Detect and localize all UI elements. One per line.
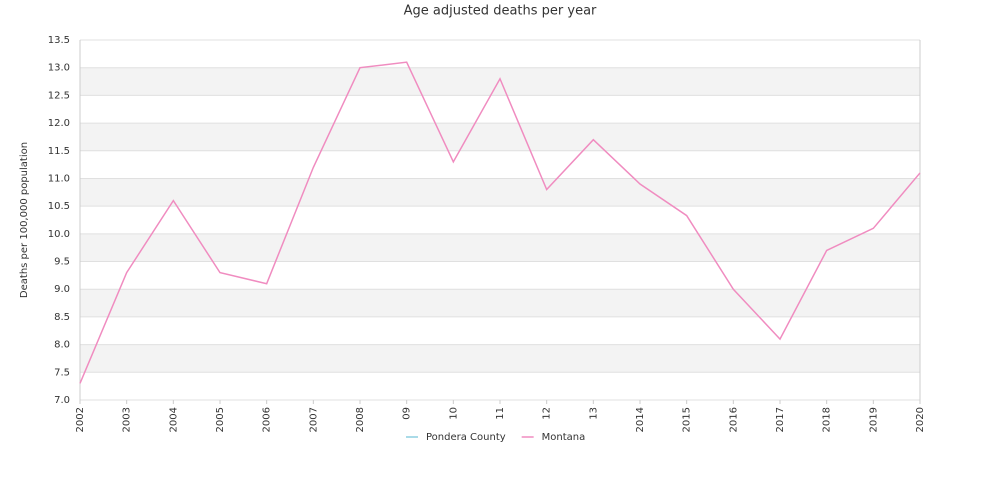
x-tick-label: 2014 (635, 407, 646, 432)
y-tick-label: 13.0 (48, 63, 70, 74)
y-tick-label: 12.0 (48, 118, 70, 129)
x-tick-label: 2002 (75, 407, 86, 432)
grid-band (80, 123, 920, 151)
grid-band (80, 233, 920, 262)
x-tick-label: 2008 (355, 407, 366, 432)
legend-label: Pondera County (426, 432, 506, 443)
y-tick-label: 10.0 (48, 229, 70, 240)
x-tick-label: 2016 (728, 407, 739, 432)
x-tick-label: 2006 (262, 407, 273, 432)
legend-label: Montana (542, 432, 586, 443)
x-tick-label: 11 (495, 407, 506, 420)
x-tick-label: 2019 (868, 407, 879, 432)
y-tick-label: 8.5 (54, 312, 70, 323)
grid-band (80, 67, 920, 96)
x-tick-label: 13 (588, 407, 599, 420)
y-tick-label: 9.5 (54, 257, 70, 268)
x-tick-label: 2005 (215, 407, 226, 432)
y-tick-label: 11.0 (48, 173, 70, 184)
x-tick-label: 09 (402, 407, 413, 420)
y-tick-label: 10.5 (48, 201, 70, 212)
y-tick-label: 9.0 (54, 284, 70, 295)
x-tick-label: 2015 (682, 407, 693, 432)
chart-title: Age adjusted deaths per year (404, 4, 597, 19)
x-tick-label: 2018 (822, 407, 833, 432)
x-tick-label: 2004 (168, 407, 179, 432)
y-tick-label: 7.0 (54, 395, 70, 406)
x-tick-label: 2007 (308, 407, 319, 432)
y-tick-label: 7.5 (54, 367, 70, 378)
y-tick-label: 13.5 (48, 35, 70, 46)
y-tick-label: 11.5 (48, 146, 70, 157)
y-tick-label: 12.5 (48, 90, 70, 101)
x-tick-label: 2020 (915, 407, 926, 432)
grid-band (80, 178, 920, 207)
x-tick-label: 12 (542, 407, 553, 420)
x-tick-label: 2017 (775, 407, 786, 432)
grid-band (80, 289, 920, 317)
x-tick-label: 10 (448, 407, 459, 420)
series-line (79, 61, 921, 384)
grid-band (80, 344, 920, 373)
y-axis-label: Deaths per 100,000 population (19, 142, 30, 298)
x-tick-label: 2003 (122, 407, 133, 432)
y-tick-label: 8.0 (54, 340, 70, 351)
